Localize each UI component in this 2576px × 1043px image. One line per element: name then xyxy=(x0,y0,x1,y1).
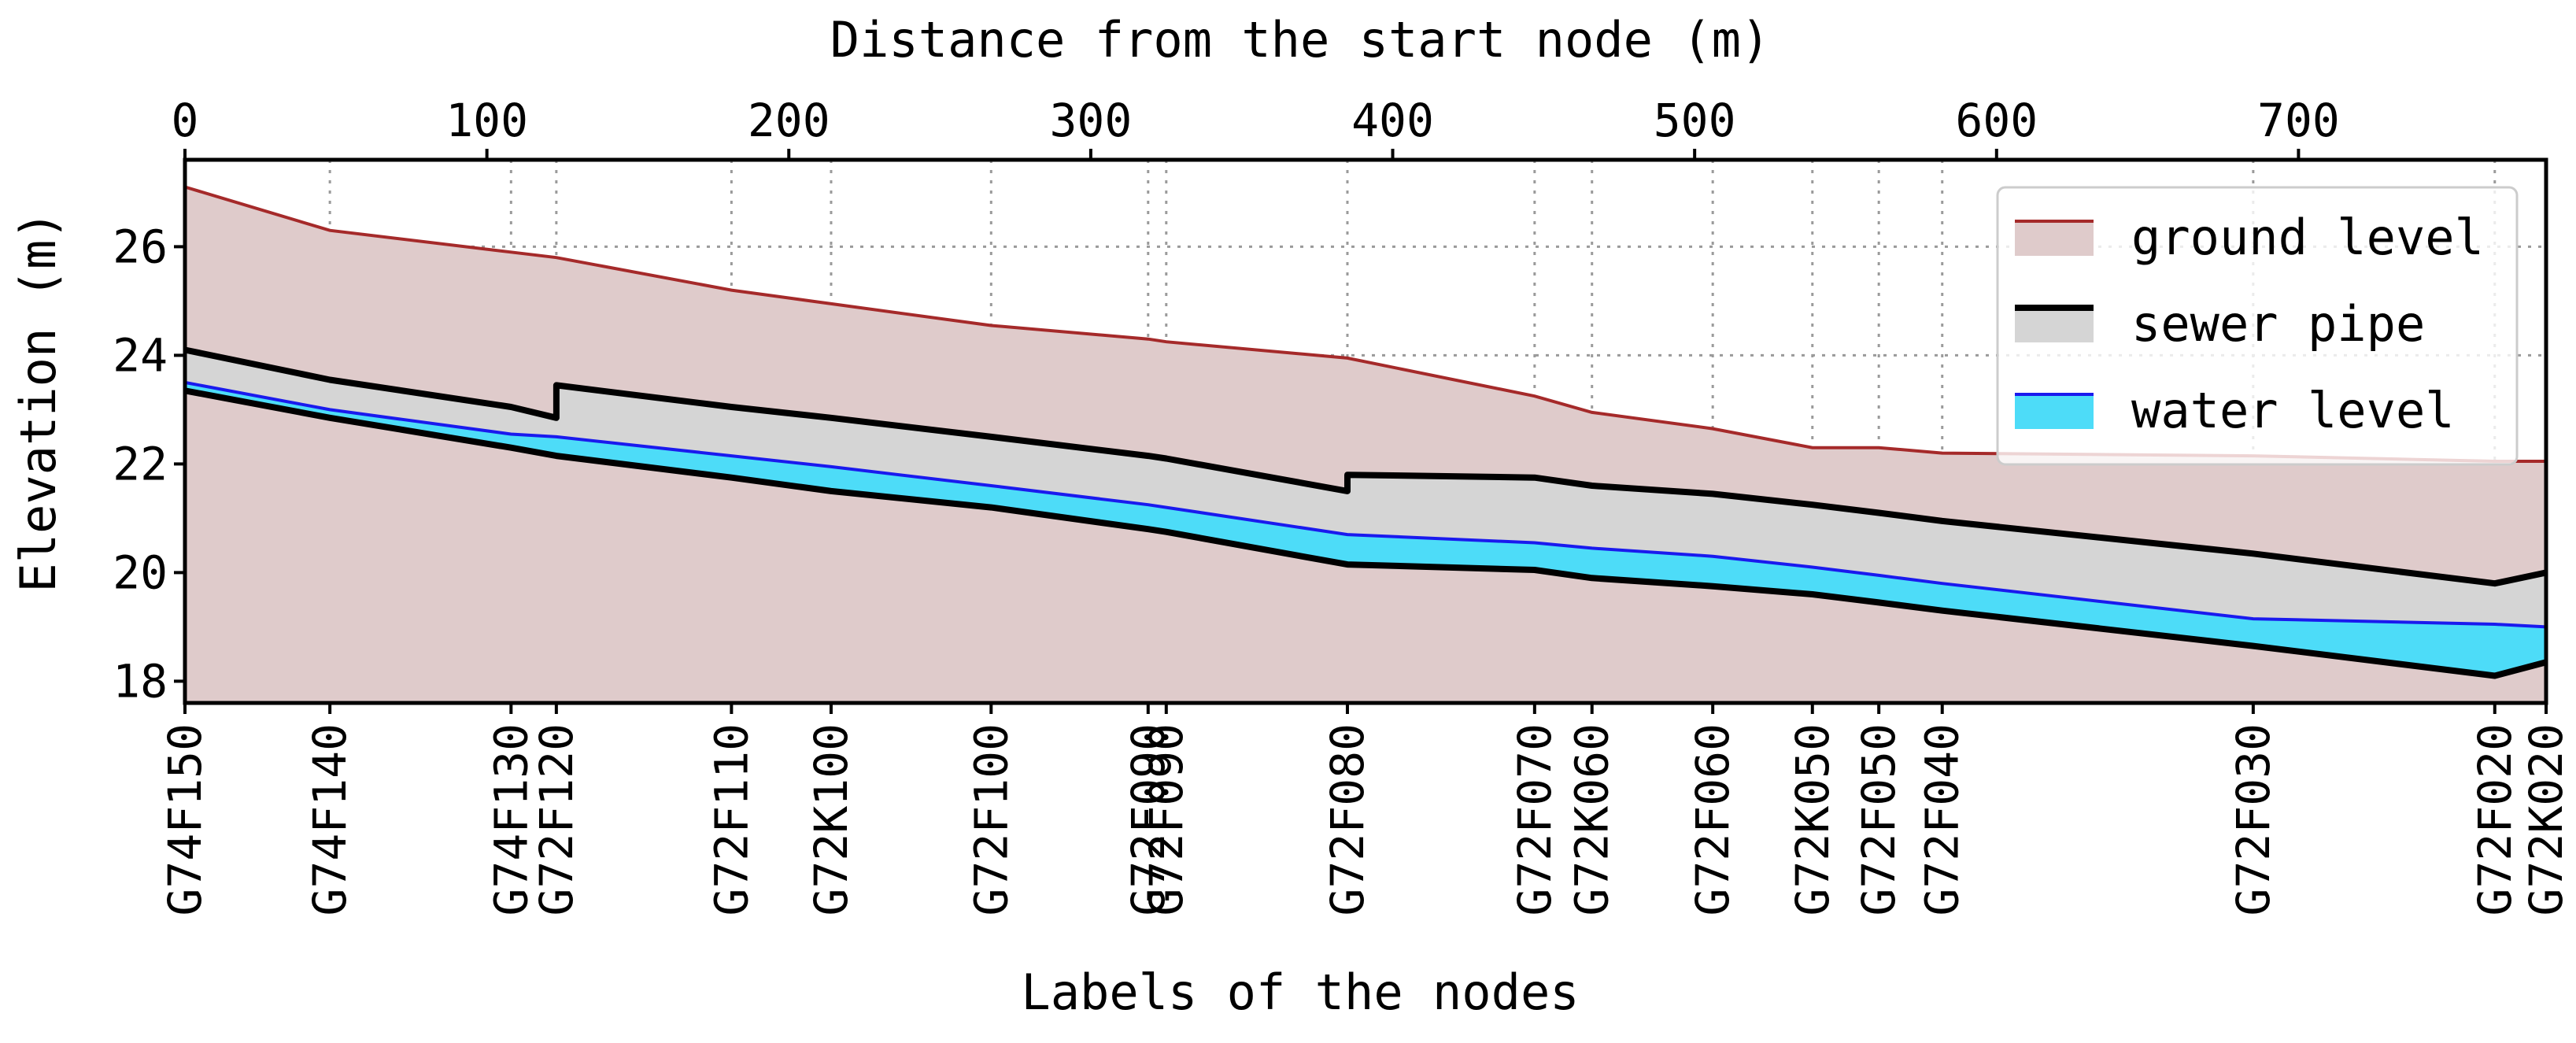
plot-frame xyxy=(183,157,2548,705)
x-top-tick-label: 0 xyxy=(172,94,199,147)
node-label: G74F130 xyxy=(484,723,538,915)
x-top-tick-label: 600 xyxy=(1955,94,2038,147)
ground-line xyxy=(184,185,2546,463)
node-label: G72F070 xyxy=(1508,723,1561,915)
node-label: G72F050 xyxy=(1852,723,1905,915)
y-axis-title: Elevation (m) xyxy=(9,210,67,592)
x-top-tick-label: 500 xyxy=(1654,94,1736,147)
node-label: G72F080 xyxy=(1321,723,1374,915)
x-top-tick-label: 400 xyxy=(1351,94,1434,147)
node-label: G72F020 xyxy=(2468,723,2522,915)
node-label: G72F030 xyxy=(2227,723,2280,915)
legend-patch xyxy=(2015,221,2094,256)
node-label: G72F040 xyxy=(1916,723,1969,915)
label-layer: 18 20 22 24 26 0 100 200 300 400 500 600 700 G74F150 G… xyxy=(113,94,2573,915)
node-label: G74F140 xyxy=(303,723,357,915)
node-label: G72K020 xyxy=(2519,723,2573,915)
node-label: G72K100 xyxy=(804,723,858,915)
node-label: G72F090 xyxy=(1140,723,1193,915)
legend-box xyxy=(1996,186,2519,466)
legend-label: water level xyxy=(2131,382,2455,439)
x-top-tick-label: 700 xyxy=(2257,94,2340,147)
x-top-tick-label: 100 xyxy=(445,94,528,147)
y-tick-label: 22 xyxy=(113,437,168,490)
node-label: G74F150 xyxy=(158,723,212,915)
node-label: G72F120 xyxy=(530,723,583,915)
pipe-top-line xyxy=(184,346,2547,587)
node-label: G72F100 xyxy=(964,723,1018,915)
y-tick-label: 24 xyxy=(113,328,168,382)
x-top-tick-label: 300 xyxy=(1050,94,1133,147)
x-axis-bottom-title: Labels of the nodes xyxy=(1021,963,1579,1021)
legend-patch xyxy=(2015,394,2094,429)
line-layer xyxy=(184,185,2548,679)
water-fill xyxy=(185,382,2546,676)
tick-layer xyxy=(174,149,2548,714)
node-label: G72F090 xyxy=(1122,723,1175,915)
node-label: G72F060 xyxy=(1686,723,1739,915)
pipe-bottom-line xyxy=(184,387,2548,679)
area-layer xyxy=(185,187,2546,703)
x-top-tick-label: 200 xyxy=(748,94,830,147)
node-label: G72F110 xyxy=(704,723,758,915)
node-label: G72K050 xyxy=(1786,723,1839,915)
y-tick-label: 20 xyxy=(113,546,168,599)
node-label: G72K060 xyxy=(1565,723,1619,915)
water-line xyxy=(184,380,2547,629)
x-axis-top-title: Distance from the start node (m) xyxy=(830,11,1770,68)
legend-label: sewer pipe xyxy=(2131,295,2425,353)
legend-label: ground level xyxy=(2131,209,2484,266)
y-tick-label: 26 xyxy=(113,220,168,273)
legend-patch xyxy=(2015,308,2094,342)
legend: ground level sewer pipe water level xyxy=(1996,186,2519,466)
y-tick-label: 18 xyxy=(113,654,168,708)
